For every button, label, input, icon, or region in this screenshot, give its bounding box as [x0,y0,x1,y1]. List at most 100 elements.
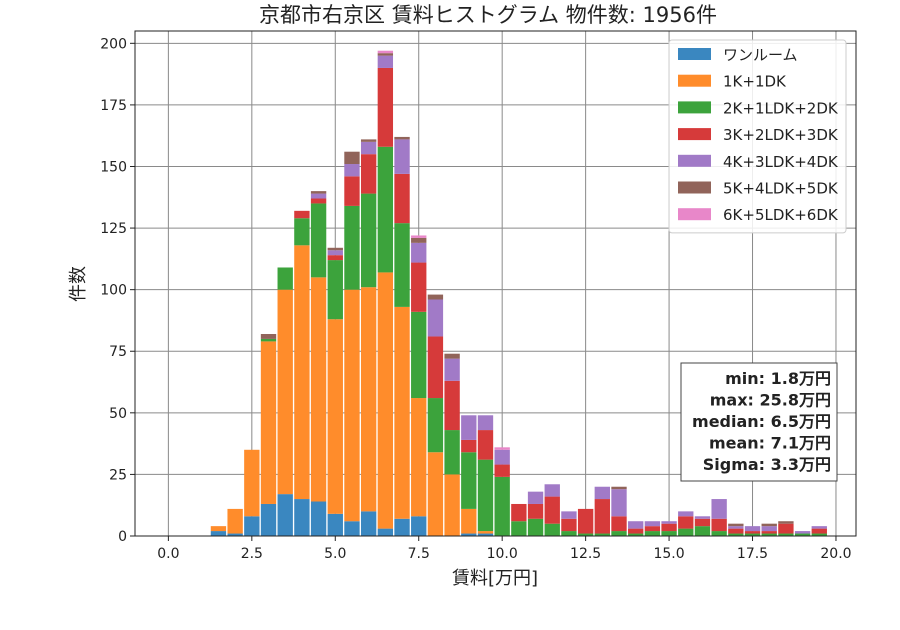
y-tick-label: 75 [109,344,127,360]
bar-segment-series-2 [644,531,661,536]
legend-label: 3K+2LDK+3DK [723,126,839,144]
bar-segment-series-4 [494,449,510,465]
bar-segment-series-3 [327,255,343,261]
bar-segment-series-0 [344,521,360,536]
bar-segment-series-2 [811,533,827,536]
bar-segment-series-0 [394,518,410,536]
bar-segment-series-2 [711,531,727,536]
bar-segment-series-4 [611,489,627,517]
bar-segment-series-0 [244,516,260,536]
x-tick-label: 17.5 [737,546,768,562]
legend-swatch [678,101,711,114]
legend-swatch [678,181,711,194]
bar-segment-series-3 [310,198,327,204]
bar-segment-series-3 [594,499,610,534]
stats-line: Sigma: 3.3万円 [703,455,831,474]
bar-segment-series-3 [728,528,744,534]
bar-segment-series-0 [461,533,477,536]
y-tick-label: 100 [100,283,127,299]
legend-label: 4K+3LDK+4DK [723,153,839,171]
bar-segment-series-3 [544,496,560,524]
bar-segment-series-2 [344,205,360,290]
bar-segment-series-1 [327,319,343,514]
bar-segment-series-5 [778,521,794,524]
x-tick-label: 5.0 [324,546,346,562]
bar-segment-series-5 [394,136,410,140]
bar-segment-series-2 [561,531,577,536]
bar-segment-series-0 [227,533,243,536]
y-tick-label: 200 [100,36,127,52]
y-tick-label: 25 [109,467,127,483]
bar-segment-series-5 [444,353,460,359]
bar-segment-series-1 [377,272,394,529]
bar-segment-series-6 [411,235,427,238]
bar-segment-series-4 [644,521,661,527]
bar-segment-series-3 [694,518,711,527]
bar-segment-series-2 [377,146,394,273]
chart-title: 京都市右京区 賃料ヒストグラム 物件数: 1956件 [259,3,717,27]
bar-segment-series-5 [427,294,444,300]
bar-segment-series-2 [728,533,744,536]
bar-segment-series-3 [561,518,577,532]
x-tick-label: 2.5 [241,546,263,562]
bar-segment-series-4 [561,511,577,519]
bar-segment-series-1 [244,449,260,517]
y-tick-label: 175 [100,98,127,114]
bar-segment-series-3 [811,528,827,534]
bar-segment-series-5 [728,523,744,527]
x-axis-ticks: 0.0 2.5 5.0 7.5 10.0 12.5 15.0 17.5 20.0 [157,536,852,562]
legend-swatch [678,208,711,221]
bar-segment-series-2 [310,203,327,278]
bar-segment-series-4 [477,415,494,431]
bar-segment-series-1 [461,508,477,534]
stats-box-frame [680,362,838,482]
bar-segment-series-3 [661,523,677,532]
legend-swatch [678,74,711,87]
bar-segment-series-5 [611,486,627,490]
bar-segment-series-0 [377,528,394,536]
bar-segment-series-4 [444,358,460,381]
y-tick-label: 125 [100,221,127,237]
bar-segment-series-2 [260,338,277,342]
y-tick-label: 0 [118,529,127,545]
bar-segment-series-2 [527,518,544,536]
bar-segment-series-1 [260,341,277,504]
x-axis-label: 賃料[万円] [452,568,538,589]
bar-segment-series-1 [394,306,410,519]
bar-segment-series-3 [494,464,510,477]
bar-segment-series-5 [327,247,343,251]
bar-segment-series-0 [327,513,343,536]
bar-segment-series-2 [611,531,627,536]
bar-segment-series-2 [794,533,811,536]
bar-segment-series-0 [210,531,227,536]
x-tick-label: 0.0 [157,546,179,562]
x-tick-label: 7.5 [408,546,430,562]
bar-segment-series-4 [327,250,343,256]
bar-segment-series-2 [477,459,494,532]
bar-segment-series-5 [360,139,377,142]
bar-segment-series-3 [744,531,761,534]
stats-line: median: 6.5万円 [692,412,831,431]
stats-line: min: 1.8万円 [725,369,831,388]
bar-segment-series-4 [310,193,327,199]
bar-segment-series-0 [294,499,310,536]
bar-segment-series-3 [778,523,794,534]
bar-segment-series-1 [294,245,310,500]
legend-label: 1K+1DK [723,73,787,91]
bar-segment-series-1 [360,287,377,512]
bar-segment-series-3 [394,173,410,224]
bar-segment-series-0 [360,511,377,536]
bar-segment-series-3 [294,210,310,219]
bar-segment-series-1 [411,398,427,517]
y-tick-label: 50 [109,406,127,422]
bar-segment-series-1 [310,277,327,502]
stats-line: mean: 7.1万円 [709,434,831,453]
bar-segment-series-3 [360,154,377,194]
x-tick-label: 20.0 [820,546,851,562]
bar-segment-series-4 [628,521,644,529]
bar-segment-series-2 [594,533,610,536]
bar-segment-series-2 [494,476,510,536]
bar-segment-series-2 [761,533,777,536]
bar-segment-series-4 [711,499,727,519]
